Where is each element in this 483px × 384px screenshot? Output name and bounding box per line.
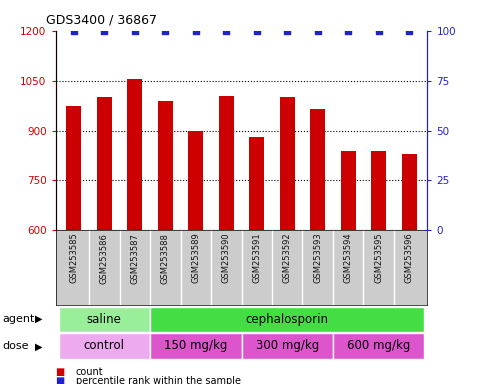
Bar xyxy=(157,101,173,230)
Text: dose: dose xyxy=(2,341,29,351)
Bar xyxy=(97,97,112,230)
Bar xyxy=(401,154,417,230)
Point xyxy=(222,28,230,34)
Point xyxy=(284,28,291,34)
Bar xyxy=(127,79,142,230)
Text: GSM253596: GSM253596 xyxy=(405,233,413,283)
Bar xyxy=(249,137,264,230)
Point xyxy=(253,28,261,34)
Text: ▶: ▶ xyxy=(35,314,43,324)
Text: ■: ■ xyxy=(56,367,65,377)
Point xyxy=(192,28,199,34)
Text: GSM253588: GSM253588 xyxy=(161,233,170,283)
Bar xyxy=(333,333,425,359)
Text: GSM253593: GSM253593 xyxy=(313,233,322,283)
Bar xyxy=(242,333,333,359)
Bar xyxy=(310,109,326,230)
Bar xyxy=(66,106,82,230)
Bar xyxy=(280,97,295,230)
Point xyxy=(405,28,413,34)
Text: ■: ■ xyxy=(56,376,65,384)
Text: 600 mg/kg: 600 mg/kg xyxy=(347,339,411,353)
Text: GSM253595: GSM253595 xyxy=(374,233,383,283)
Text: GSM253594: GSM253594 xyxy=(344,233,353,283)
Bar xyxy=(341,151,356,230)
Point xyxy=(100,28,108,34)
Point xyxy=(375,28,383,34)
Text: percentile rank within the sample: percentile rank within the sample xyxy=(76,376,241,384)
Text: GSM253591: GSM253591 xyxy=(252,233,261,283)
Text: 150 mg/kg: 150 mg/kg xyxy=(164,339,227,353)
Bar xyxy=(58,306,150,332)
Text: GSM253587: GSM253587 xyxy=(130,233,139,283)
Bar xyxy=(371,151,386,230)
Text: GSM253590: GSM253590 xyxy=(222,233,231,283)
Point xyxy=(314,28,322,34)
Bar xyxy=(150,306,425,332)
Bar xyxy=(150,333,242,359)
Text: GSM253592: GSM253592 xyxy=(283,233,292,283)
Point xyxy=(161,28,169,34)
Bar xyxy=(219,96,234,230)
Text: count: count xyxy=(76,367,103,377)
Text: saline: saline xyxy=(87,313,122,326)
Bar xyxy=(58,333,150,359)
Text: GSM253589: GSM253589 xyxy=(191,233,200,283)
Text: GDS3400 / 36867: GDS3400 / 36867 xyxy=(46,14,157,27)
Point xyxy=(344,28,352,34)
Point xyxy=(131,28,139,34)
Text: ▶: ▶ xyxy=(35,341,43,351)
Text: 300 mg/kg: 300 mg/kg xyxy=(256,339,319,353)
Text: agent: agent xyxy=(2,314,35,324)
Point xyxy=(70,28,78,34)
Text: control: control xyxy=(84,339,125,353)
Text: GSM253585: GSM253585 xyxy=(70,233,78,283)
Text: cephalosporin: cephalosporin xyxy=(246,313,329,326)
Text: GSM253586: GSM253586 xyxy=(100,233,109,283)
Bar xyxy=(188,131,203,230)
